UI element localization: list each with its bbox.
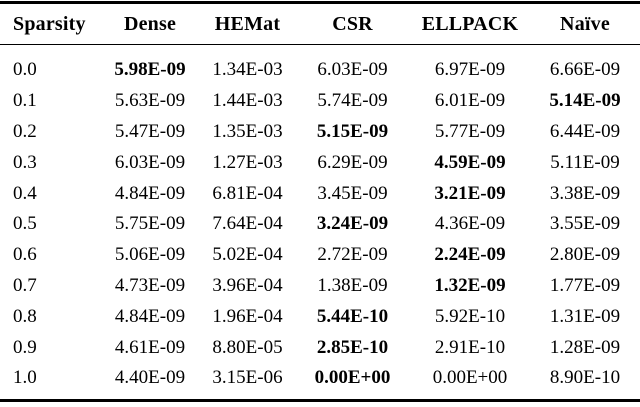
value-cell: 5.44E-10	[316, 305, 389, 327]
value-cell: 1.34E-03	[212, 59, 283, 81]
value-cell: 1.44E-03	[212, 90, 283, 112]
value-cell: 2.80E-09	[549, 244, 621, 266]
value-cell: 1.31E-09	[549, 305, 621, 327]
value-cell: 6.66E-09	[549, 59, 621, 81]
value-cell: 3.24E-09	[316, 213, 389, 235]
sparsity-cell: 0.2	[13, 120, 37, 142]
value-cell: 5.98E-09	[114, 59, 186, 81]
sparsity-cell: 0.4	[13, 182, 37, 204]
value-cell: 5.77E-09	[434, 120, 506, 142]
value-cell: 4.36E-09	[434, 213, 506, 235]
table-row: 0.5 5.75E-09 7.64E-04 3.24E-09 4.36E-09 3.55E…	[0, 209, 640, 240]
column-header-sparsity: Sparsity	[0, 2, 100, 45]
column-header-ellpack: ELLPACK	[410, 2, 530, 45]
value-cell: 6.03E-09	[317, 59, 388, 81]
table-row: 0.8 4.84E-09 1.96E-04 5.44E-10 5.92E-10 1.31E…	[0, 301, 640, 332]
table-row: 0.4 4.84E-09 6.81E-04 3.45E-09 3.21E-09 3.38E…	[0, 178, 640, 209]
value-cell: 6.44E-09	[549, 120, 621, 142]
value-cell: 1.28E-09	[549, 336, 621, 358]
value-cell: 2.91E-10	[434, 336, 506, 358]
table-row: 0.7 4.73E-09 3.96E-04 1.38E-09 1.32E-09 1.77E…	[0, 271, 640, 302]
column-header-naive: Naïve	[530, 2, 640, 45]
header-row: Sparsity Dense HEMat CSR ELLPACK Naïve	[0, 2, 640, 45]
column-header-csr: CSR	[295, 2, 410, 45]
column-header-hemat: HEMat	[200, 2, 295, 45]
table-row: 0.9 4.61E-09 8.80E-05 2.85E-10 2.91E-10 1.28E…	[0, 332, 640, 363]
column-header-dense: Dense	[100, 2, 200, 45]
value-cell: 2.72E-09	[317, 244, 388, 266]
sparsity-cell: 1.0	[13, 367, 37, 389]
value-cell: 5.02E-04	[212, 244, 283, 266]
value-cell: 1.38E-09	[317, 274, 388, 296]
table-row: 0.3 6.03E-09 1.27E-03 6.29E-09 4.59E-09 5.11E…	[0, 147, 640, 178]
value-cell: 3.55E-09	[549, 213, 621, 235]
table-row: 0.2 5.47E-09 1.35E-03 5.15E-09 5.77E-09 6.44E…	[0, 117, 640, 148]
table-header: Sparsity Dense HEMat CSR ELLPACK Naïve	[0, 2, 640, 45]
sparsity-cell: 0.6	[13, 244, 37, 266]
value-cell: 6.81E-04	[212, 182, 283, 204]
value-cell: 3.38E-09	[549, 182, 621, 204]
value-cell: 6.03E-09	[114, 151, 186, 173]
value-cell: 1.35E-03	[212, 120, 283, 142]
value-cell: 3.15E-06	[212, 367, 283, 389]
value-cell: 7.64E-04	[212, 213, 283, 235]
value-cell: 4.40E-09	[114, 367, 186, 389]
value-cell: 6.01E-09	[434, 90, 506, 112]
value-cell: 6.29E-09	[317, 151, 388, 173]
value-cell: 2.24E-09	[434, 244, 506, 266]
table-row: 0.6 5.06E-09 5.02E-04 2.72E-09 2.24E-09 2.80E…	[0, 240, 640, 271]
table-row: 0.0 5.98E-09 1.34E-03 6.03E-09 6.97E-09 6.66E…	[0, 45, 640, 86]
value-cell: 5.47E-09	[114, 120, 186, 142]
value-cell: 5.63E-09	[114, 90, 186, 112]
value-cell: 5.06E-09	[114, 244, 186, 266]
sparsity-cell: 0.5	[13, 213, 37, 235]
value-cell: 4.84E-09	[114, 305, 186, 327]
sparsity-cell: 0.7	[13, 274, 37, 296]
value-cell: 5.74E-09	[317, 90, 388, 112]
value-cell: 5.14E-09	[549, 90, 621, 112]
value-cell: 1.32E-09	[434, 274, 506, 296]
value-cell: 3.96E-04	[212, 274, 283, 296]
sparsity-cell: 0.1	[13, 90, 37, 112]
value-cell: 3.45E-09	[317, 182, 388, 204]
value-cell: 5.15E-09	[316, 120, 389, 142]
value-cell: 8.80E-05	[212, 336, 283, 358]
value-cell: 1.27E-03	[212, 151, 283, 173]
table-row: 0.1 5.63E-09 1.44E-03 5.74E-09 6.01E-09 5.14E…	[0, 86, 640, 117]
sparsity-cell: 0.8	[13, 305, 37, 327]
value-cell: 8.90E-10	[549, 367, 621, 389]
value-cell: 2.85E-10	[316, 336, 389, 358]
value-cell: 4.61E-09	[114, 336, 186, 358]
value-cell: 1.77E-09	[549, 274, 621, 296]
value-cell: 5.11E-09	[550, 151, 620, 173]
value-cell: 1.96E-04	[212, 305, 283, 327]
table-body: 0.0 5.98E-09 1.34E-03 6.03E-09 6.97E-09 6.66E…	[0, 45, 640, 401]
value-cell: 5.92E-10	[434, 305, 506, 327]
sparsity-cell: 0.3	[13, 151, 37, 173]
value-cell: 3.21E-09	[434, 182, 506, 204]
sparsity-cell: 0.9	[13, 336, 37, 358]
sparsity-cell: 0.0	[13, 59, 37, 81]
value-cell: 4.59E-09	[434, 151, 506, 173]
value-cell: 0.00E+00	[432, 367, 508, 389]
value-cell: 0.00E+00	[314, 367, 391, 389]
value-cell: 5.75E-09	[114, 213, 186, 235]
value-cell: 4.84E-09	[114, 182, 186, 204]
value-cell: 4.73E-09	[114, 274, 186, 296]
value-cell: 6.97E-09	[434, 59, 506, 81]
table-row: 1.0 4.40E-09 3.15E-06 0.00E+00 0.00E+00 8.90E…	[0, 363, 640, 400]
